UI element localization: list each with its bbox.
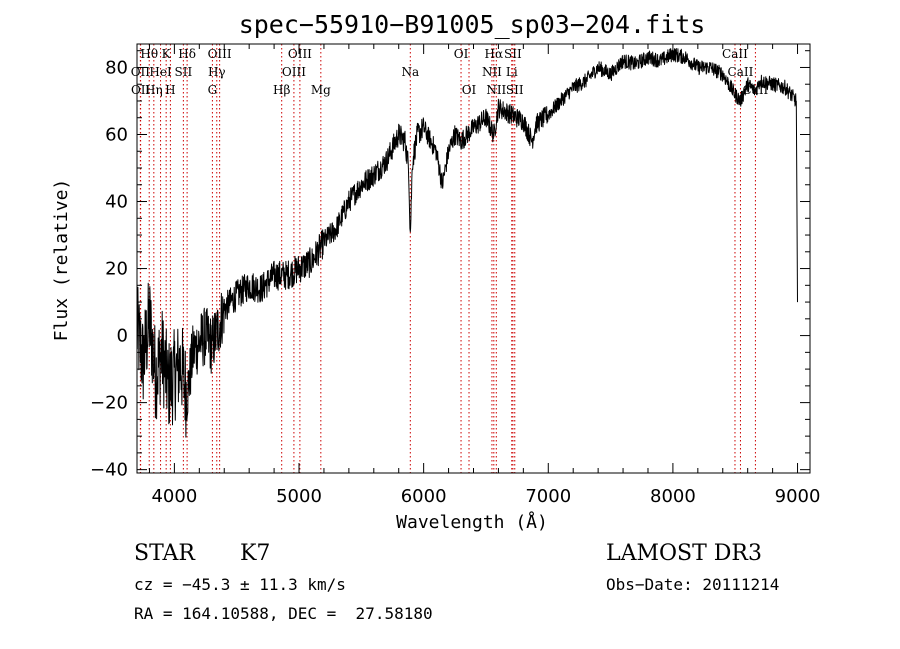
plot-frame	[136, 43, 811, 474]
redshift-velocity: cz = −45.3 ± 11.3 km/s	[134, 575, 346, 594]
y-tick-label: 60	[105, 124, 128, 145]
spectral-line-label-20: Hα	[485, 47, 504, 61]
object-class: STAR	[134, 541, 196, 566]
spectral-line-label-24: SII	[506, 83, 524, 97]
x-tick-label: 8000	[650, 486, 696, 507]
spectral-line-label-1: OII	[131, 65, 151, 79]
spectral-line-label-5: K	[162, 47, 172, 61]
y-tick-label: 40	[105, 192, 128, 213]
y-axis-label: Flux (relative)	[51, 179, 72, 342]
spectral-line-label-27: CaII	[742, 83, 768, 97]
spectral-line-label-12: Hβ	[273, 83, 290, 97]
x-tick-label: 5000	[276, 486, 322, 507]
spectral-line-markers	[139, 44, 756, 473]
spectral-line-label-13: OIII	[282, 65, 306, 79]
spectral-line-label-15: Mg	[311, 83, 331, 97]
x-tick-label: 7000	[525, 486, 571, 507]
spectral-line-labels: HθOIIOIIHηHeIKHSIIHδGHγOIIIHβOIIIOIIIMgN…	[131, 47, 769, 97]
y-tick-label: 80	[105, 57, 128, 78]
spectral-line-label-19: NII	[482, 65, 502, 79]
spectral-line-label-6: H	[165, 83, 175, 97]
spectral-line-label-18: OI	[462, 83, 477, 97]
x-tick-label: 4000	[151, 486, 197, 507]
spectral-line-label-2: OII	[131, 83, 151, 97]
spectral-line-label-25: CaII	[722, 47, 748, 61]
spectral-line-label-4: HeI	[149, 65, 172, 79]
spectral-line-label-11: OIII	[208, 47, 232, 61]
spectral-line-label-9: G	[208, 83, 218, 97]
spectral-line-label-3: Hη	[145, 83, 163, 97]
spectral-line-label-22: Li	[506, 65, 518, 79]
coordinates: RA = 164.10588, DEC = 27.58180	[134, 604, 433, 623]
y-tick-label: −20	[90, 393, 128, 414]
spectral-line-label-26: CaII	[728, 65, 754, 79]
x-axis-ticks: 4000 5000 6000 7000 8000 9000	[148, 44, 821, 507]
spectrum-line	[136, 48, 798, 438]
y-tick-label: 0	[117, 326, 128, 347]
spectrum-series	[136, 48, 798, 438]
survey-name: LAMOST DR3	[606, 541, 762, 566]
spectral-line-label-8: Hδ	[178, 47, 196, 61]
spectral-line-label-23: SII	[504, 47, 522, 61]
observation-date: Obs−Date: 20111214	[606, 575, 779, 594]
x-tick-label: 6000	[401, 486, 447, 507]
spectral-line-label-7: SII	[175, 65, 193, 79]
y-tick-label: 20	[105, 259, 128, 280]
chart-title: spec−55910−B91005_sp03−204.fits	[239, 10, 706, 39]
spectral-line-label-21: NII	[486, 83, 506, 97]
spectral-line-label-17: OI	[454, 47, 469, 61]
spectral-line-label-16: Na	[401, 65, 419, 79]
y-axis-ticks: −40 −20 0 20 40 60 80	[90, 50, 810, 481]
x-tick-label: 9000	[775, 486, 821, 507]
x-axis-label: Wavelength (Å)	[396, 511, 548, 533]
spectral-line-label-14: OIII	[288, 47, 312, 61]
object-subclass: K7	[240, 541, 270, 566]
spectral-line-label-10: Hγ	[208, 65, 226, 79]
spectral-line-label-0: Hθ	[140, 47, 158, 61]
y-tick-label: −40	[90, 460, 128, 481]
